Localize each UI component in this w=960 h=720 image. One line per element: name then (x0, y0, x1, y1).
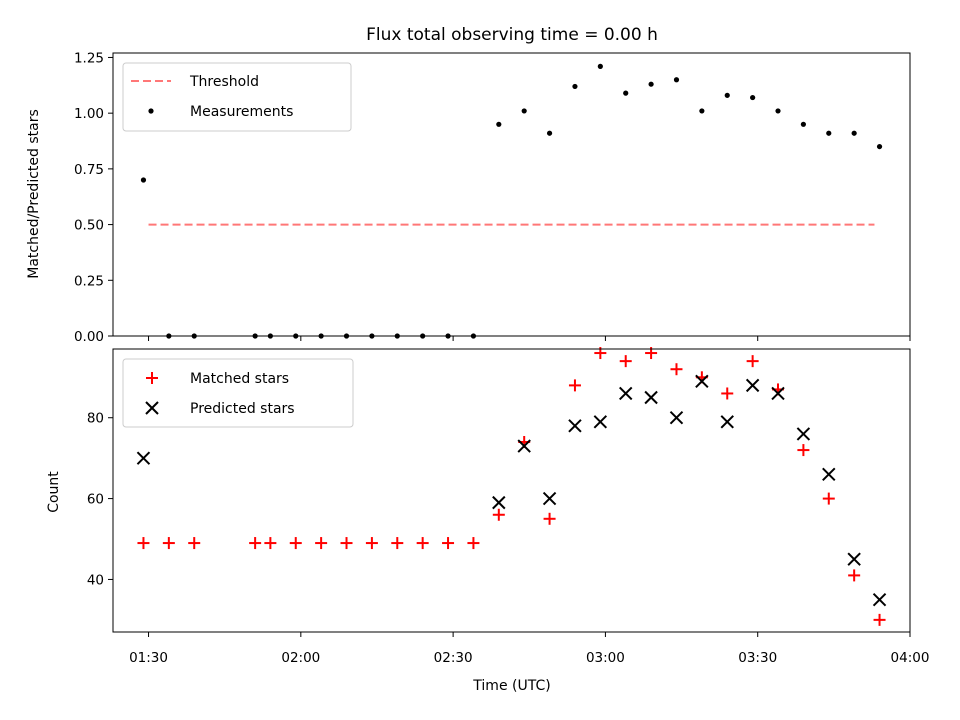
measurement-point (673, 77, 680, 83)
measurement-point (496, 121, 502, 127)
matched-star-point (315, 537, 328, 550)
bottom-axes-ticks: 40 60 80 01:30 02:00 02:30 03:00 03:30 04:00 (87, 411, 930, 666)
top-y-tick-label: 1.25 (74, 50, 104, 66)
top-panel: 0.00 0.25 0.50 0.75 1.00 1.25 Matched/Predict… (26, 50, 911, 345)
matched-star-point (746, 355, 759, 368)
matched-star-point (249, 537, 262, 550)
bottom-x-tick-label: 04:00 (891, 650, 930, 666)
bottom-plot-marks (136, 347, 887, 626)
matched-star-point (264, 537, 277, 550)
bottom-axes-frame (112, 348, 911, 633)
predicted-star-point (593, 415, 608, 429)
measurement-point (572, 83, 578, 90)
predicted-star-point (720, 415, 734, 429)
top-axes-frame (112, 52, 911, 337)
top-y-tick-label: 0.25 (74, 273, 104, 289)
matched-star-point (289, 537, 302, 550)
matched-star-point (797, 444, 810, 457)
legend-matched-label: Matched stars (190, 371, 289, 387)
matched-star-point (822, 492, 835, 505)
matched-star-point (162, 537, 175, 550)
figure-title: Flux total observing time = 0.00 h (366, 25, 658, 45)
bottom-legend-box (122, 358, 354, 428)
matched-star-point (873, 613, 886, 626)
predicted-star-point (619, 386, 633, 401)
measurement-point (724, 92, 730, 98)
matched-star-point (492, 508, 505, 521)
measurement-point (140, 177, 147, 183)
measurement-point (876, 143, 883, 150)
bottom-legend: Matched stars Predicted stars (122, 358, 354, 428)
bottom-y-tick-label: 80 (87, 411, 104, 427)
predicted-star-point (492, 495, 506, 510)
matched-star-point (467, 537, 480, 550)
top-y-tick-label: 0.75 (74, 162, 104, 178)
matched-star-point (670, 363, 683, 376)
bottom-y-tick-label: 60 (87, 492, 104, 508)
measurement-point (775, 108, 781, 114)
top-y-tick-label: 0.50 (74, 218, 104, 234)
measurement-point (623, 90, 629, 96)
legend-measurements-swatch (148, 108, 154, 114)
top-y-axis-label: Matched/Predicted stars (26, 109, 42, 279)
predicted-star-point (136, 451, 151, 465)
top-legend-box (122, 62, 352, 132)
bottom-x-tick-label: 01:30 (129, 650, 168, 666)
top-y-tick-label: 0.00 (74, 329, 104, 345)
matched-star-point (721, 387, 734, 400)
measurement-point (699, 108, 705, 114)
predicted-star-point (822, 467, 836, 482)
bottom-x-tick-label: 02:30 (434, 650, 473, 666)
predicted-star-point (796, 427, 811, 441)
legend-predicted-label: Predicted stars (190, 401, 295, 417)
top-axes-ticks: 0.00 0.25 0.50 0.75 1.00 1.25 (74, 50, 911, 345)
predicted-star-point (669, 411, 684, 425)
measurement-point (750, 94, 756, 101)
matched-star-point (137, 537, 150, 550)
measurement-point (521, 108, 527, 114)
matched-star-point (543, 512, 556, 525)
predicted-star-point (542, 491, 557, 506)
bottom-y-tick-label: 40 (87, 572, 104, 588)
matched-star-point (442, 537, 455, 550)
measurement-point (800, 121, 806, 127)
measurement-point (546, 130, 553, 136)
matched-star-point (848, 569, 861, 582)
legend-threshold-label: Threshold (189, 74, 259, 90)
predicted-star-point (517, 439, 531, 453)
matched-star-point (391, 537, 404, 550)
legend-matched-swatch (146, 372, 158, 384)
predicted-star-point (644, 390, 658, 405)
bottom-x-tick-label: 03:00 (586, 650, 625, 666)
top-legend: Threshold Measurements (122, 62, 352, 132)
measurement-point (851, 130, 857, 136)
predicted-star-point (745, 378, 760, 393)
top-y-tick-label: 1.00 (74, 106, 104, 122)
legend-predicted-swatch (145, 401, 159, 415)
predicted-star-point (695, 374, 709, 389)
predicted-star-point (872, 592, 887, 607)
matched-star-point (365, 537, 378, 550)
bottom-x-tick-label: 03:30 (738, 650, 777, 666)
measurement-point (648, 81, 654, 87)
matched-star-point (416, 537, 429, 550)
predicted-star-point (771, 386, 785, 401)
bottom-x-axis-label: Time (UTC) (472, 678, 550, 694)
legend-measurements-label: Measurements (190, 104, 293, 120)
matched-star-point (188, 537, 201, 550)
bottom-panel: 40 60 80 01:30 02:00 02:30 03:00 03:30 04:00 Cou… (46, 347, 929, 694)
bottom-x-tick-label: 02:00 (281, 650, 320, 666)
matched-star-point (619, 355, 632, 368)
measurement-point (597, 63, 603, 69)
predicted-star-point (847, 552, 861, 566)
bottom-y-axis-label: Count (46, 471, 62, 513)
matched-star-point (568, 379, 581, 392)
predicted-star-point (568, 419, 582, 433)
measurement-point (826, 130, 832, 136)
matched-star-point (340, 537, 353, 550)
